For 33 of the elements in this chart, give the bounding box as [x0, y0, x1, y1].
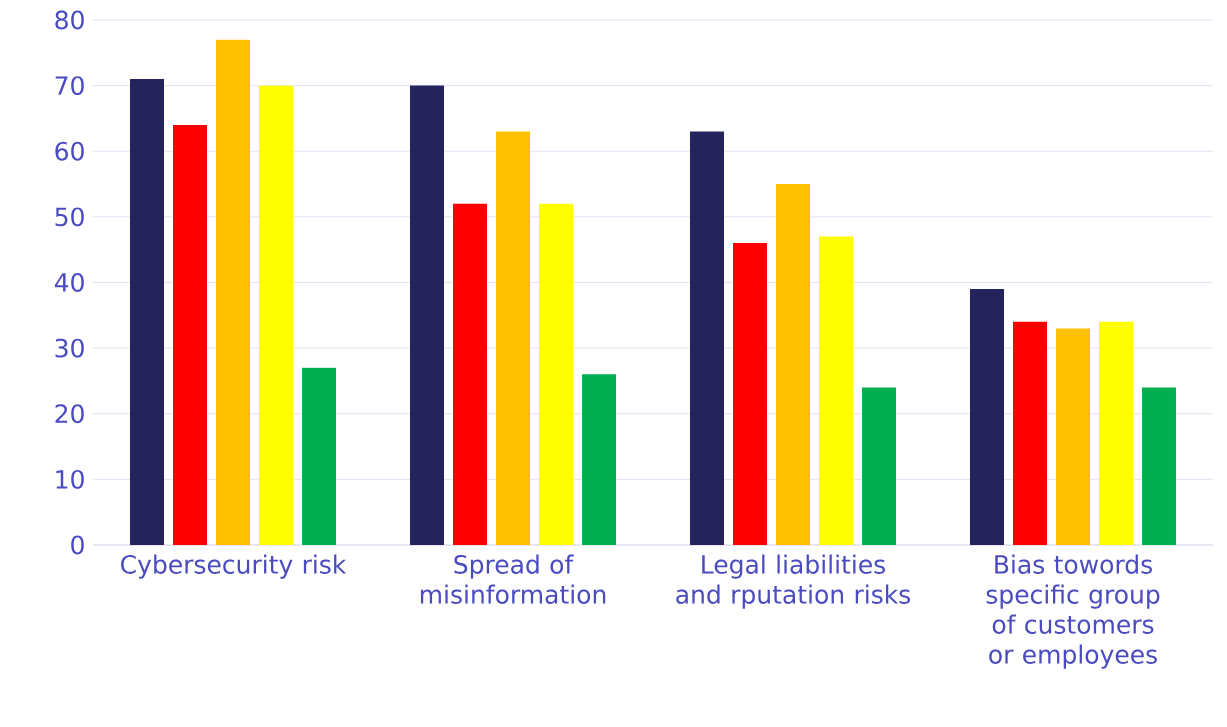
- bar: [862, 387, 896, 545]
- y-tick-label: 20: [55, 404, 84, 424]
- x-tick-label: Legal liabilities and rputation risks: [676, 554, 911, 609]
- bar: [776, 184, 810, 545]
- bar: [690, 131, 724, 545]
- y-tick-label: 40: [54, 273, 84, 292]
- bar: [1056, 328, 1090, 545]
- bar: [453, 203, 487, 545]
- y-tick-label: 60: [55, 141, 84, 161]
- bar: [1099, 321, 1133, 545]
- bar: [582, 374, 616, 545]
- x-tick-label: Cybersecurity risk: [121, 554, 347, 579]
- bar: [1013, 321, 1047, 545]
- bar: [496, 131, 530, 545]
- bar: [1142, 387, 1176, 545]
- bar: [302, 367, 336, 545]
- x-tick-label: Bias towords specific group of customers or employees: [986, 554, 1160, 669]
- y-tick-label: 30: [55, 338, 84, 358]
- y-tick-label: 80: [55, 10, 84, 30]
- bar: [216, 39, 250, 545]
- bar: [970, 289, 1004, 545]
- bar: [410, 85, 444, 545]
- y-tick-label: 10: [56, 469, 84, 489]
- bar: [539, 203, 573, 545]
- bar: [130, 79, 164, 545]
- bar: [259, 85, 293, 545]
- y-tick-label: 70: [55, 76, 84, 96]
- bar: [173, 124, 207, 545]
- bar: [819, 236, 853, 545]
- x-tick-label: Spread of misinformation: [420, 554, 606, 604]
- bar: [733, 243, 767, 545]
- y-tick-label: 0: [71, 535, 84, 555]
- y-tick-label: 50: [55, 207, 84, 227]
